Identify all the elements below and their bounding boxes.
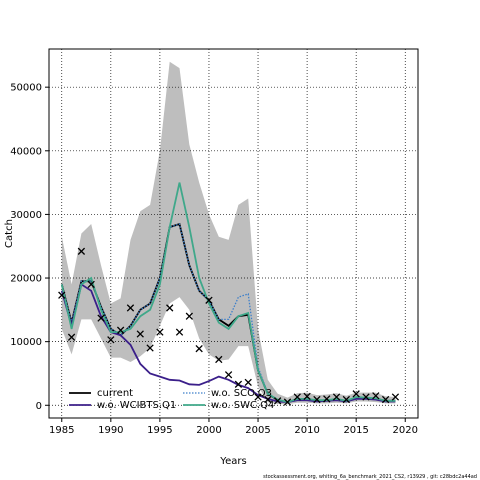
observed-point-1988 bbox=[87, 280, 95, 289]
x-tick-label-1995: 1995 bbox=[147, 425, 172, 436]
x-tick-label-2000: 2000 bbox=[196, 425, 221, 436]
y-tick-label-30000: 30000 bbox=[10, 210, 42, 221]
observed-point-2007 bbox=[274, 397, 282, 405]
x-tick-label-1985: 1985 bbox=[49, 425, 74, 436]
observed-point-2003 bbox=[234, 380, 243, 388]
observed-point-1990 bbox=[107, 336, 115, 344]
observed-point-1985 bbox=[58, 291, 66, 299]
legend-label-3: w.o. SWC.Q4 bbox=[211, 400, 274, 411]
legend-label-0: current bbox=[97, 388, 133, 399]
series-line-2 bbox=[60, 282, 396, 404]
x-tick-label-2020: 2020 bbox=[393, 425, 418, 436]
observed-point-1994 bbox=[146, 344, 154, 352]
y-tick-label-50000: 50000 bbox=[10, 83, 42, 94]
y-tick-label-10000: 10000 bbox=[10, 337, 42, 348]
observed-point-2012 bbox=[323, 395, 331, 403]
x-tick-label-2015: 2015 bbox=[343, 425, 368, 436]
observed-point-2006 bbox=[264, 395, 272, 404]
observed-point-2019 bbox=[391, 393, 400, 401]
observed-point-2000 bbox=[205, 296, 213, 304]
y-tick-label-0: 0 bbox=[36, 401, 42, 412]
observed-point-1992 bbox=[126, 304, 135, 312]
observed-points bbox=[58, 247, 400, 406]
observed-point-1991 bbox=[116, 326, 125, 334]
observed-point-1987 bbox=[77, 247, 86, 255]
observed-point-2013 bbox=[332, 393, 341, 401]
footer-note: stockassessment.org, whiting_6a_benchmar… bbox=[263, 474, 477, 480]
observed-point-1998 bbox=[185, 312, 193, 320]
observed-point-2001 bbox=[215, 355, 223, 364]
y-axis-ticks: 0 10000 20000 30000 40000 50000 bbox=[10, 83, 49, 412]
confidence-band bbox=[61, 61, 396, 405]
y-tick-label-40000: 40000 bbox=[10, 146, 42, 157]
observed-point-2014 bbox=[342, 395, 351, 404]
band-area bbox=[61, 61, 396, 405]
observed-point-2010 bbox=[303, 392, 311, 401]
observed-point-2002 bbox=[224, 371, 233, 379]
observed-point-1999 bbox=[195, 344, 203, 353]
observed-point-2017 bbox=[372, 392, 380, 400]
x-tick-label-1990: 1990 bbox=[98, 425, 123, 436]
observed-point-1989 bbox=[97, 314, 105, 322]
observed-point-1996 bbox=[166, 304, 174, 312]
observed-point-2008 bbox=[283, 398, 292, 406]
observed-point-2016 bbox=[362, 393, 370, 401]
observed-point-1986 bbox=[67, 333, 76, 341]
x-tick-label-2010: 2010 bbox=[294, 425, 319, 436]
legend-label-2: w.o. SCO.Q3 bbox=[211, 388, 272, 399]
observed-point-1995 bbox=[156, 328, 164, 336]
y-tick-label-20000: 20000 bbox=[10, 274, 42, 285]
x-tick-label-2005: 2005 bbox=[245, 425, 270, 436]
observed-point-2004 bbox=[244, 378, 252, 387]
y-axis-title: Catch bbox=[4, 219, 15, 248]
legend-label-1: w.o. WCIBTS.Q1 bbox=[97, 400, 176, 411]
observed-point-2015 bbox=[352, 390, 360, 398]
observed-point-1993 bbox=[136, 330, 144, 338]
observed-point-2018 bbox=[381, 395, 390, 404]
x-axis-title: Years bbox=[219, 456, 246, 467]
observed-point-2011 bbox=[313, 395, 321, 404]
x-axis-ticks: 1985 1990 1995 2000 2005 2010 2015 2020 bbox=[49, 418, 418, 436]
observed-point-2005 bbox=[254, 393, 262, 401]
plot-frame bbox=[48, 48, 419, 419]
observed-point-1997 bbox=[175, 328, 184, 336]
observed-point-2009 bbox=[293, 393, 301, 401]
